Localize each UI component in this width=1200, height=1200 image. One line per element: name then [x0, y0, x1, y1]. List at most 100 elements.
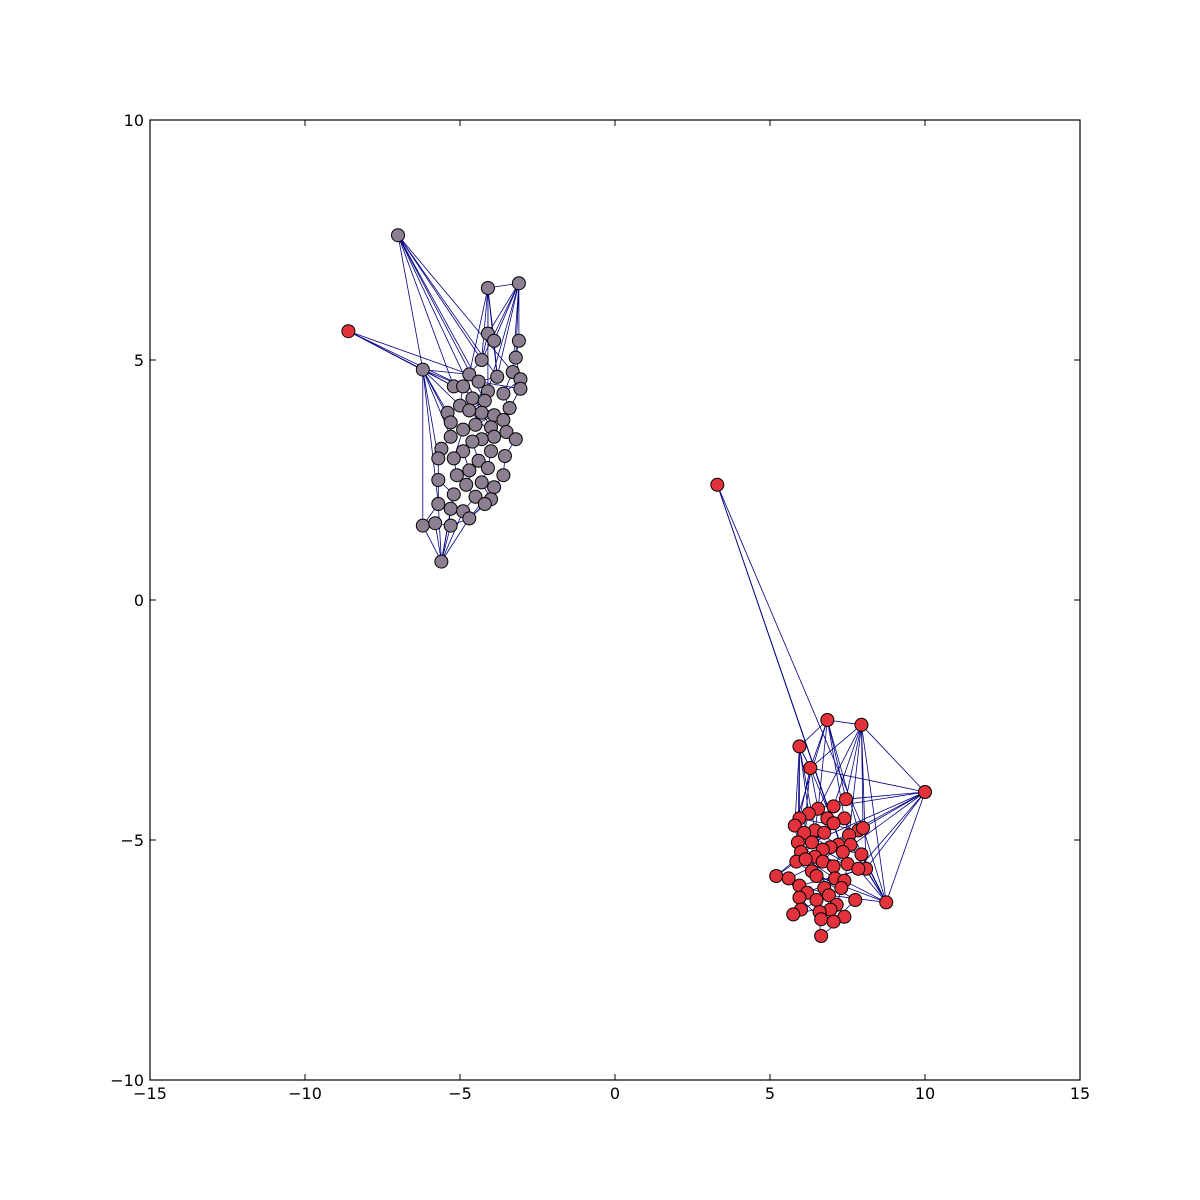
data-point [710, 477, 725, 492]
data-point [462, 367, 477, 382]
nodes-layer [341, 228, 932, 943]
data-point [809, 893, 824, 907]
data-point [820, 713, 835, 727]
data-point [787, 818, 802, 833]
y-tick-label: −5 [120, 831, 144, 850]
graph-edge [794, 746, 800, 826]
data-point [468, 417, 483, 432]
graph-edge [862, 827, 887, 903]
data-point [487, 480, 502, 495]
ticks-layer [149, 119, 1081, 1081]
data-point [391, 228, 405, 243]
graph-edge [422, 369, 470, 375]
data-point [431, 497, 446, 511]
graph-edge [861, 724, 867, 869]
graph-edge [487, 282, 520, 334]
graph-edge [397, 235, 479, 382]
data-point [431, 473, 446, 487]
x-tick-label: 15 [1070, 1084, 1090, 1103]
data-point [415, 518, 430, 533]
data-point [781, 871, 796, 886]
graph-edge [716, 484, 844, 853]
data-point [415, 362, 430, 377]
y-tick-label: 10 [124, 111, 144, 130]
data-point [798, 852, 813, 867]
data-point [496, 413, 511, 427]
data-point [462, 511, 477, 526]
data-point [856, 821, 870, 835]
data-point [848, 893, 863, 907]
data-point [513, 381, 528, 396]
data-point [511, 333, 526, 348]
data-point [449, 468, 464, 483]
graph-edge [348, 330, 470, 375]
graph-edge [437, 503, 442, 562]
graph-edge [481, 283, 520, 361]
data-point [446, 487, 461, 502]
data-point [477, 497, 492, 511]
data-point [499, 425, 514, 439]
graph-edge [845, 724, 862, 800]
data-point [474, 353, 489, 367]
data-point [508, 432, 523, 447]
graph-edge [481, 287, 489, 361]
data-point [456, 379, 471, 394]
data-point [769, 869, 784, 883]
data-point [496, 468, 511, 483]
graph-edge [833, 724, 862, 807]
data-point [814, 929, 829, 943]
data-point [508, 350, 523, 365]
x-tick-label: 10 [915, 1084, 935, 1103]
data-point [484, 444, 498, 459]
data-point [471, 374, 486, 389]
data-point [474, 405, 489, 420]
graph-edge [478, 381, 521, 390]
data-point [480, 281, 495, 295]
data-point [341, 324, 356, 339]
data-point [490, 369, 505, 384]
data-point [851, 861, 866, 876]
x-tick-label: −10 [288, 1084, 322, 1103]
data-point [826, 799, 841, 814]
y-tick-label: −10 [110, 1071, 144, 1090]
data-point [803, 761, 818, 775]
graph-edge [441, 518, 470, 562]
data-point [496, 386, 511, 401]
graph-edge [397, 234, 514, 373]
graph-edge [810, 767, 926, 793]
data-point [443, 429, 458, 444]
data-point [918, 785, 932, 799]
data-point [465, 434, 480, 449]
data-point [854, 717, 869, 732]
data-point [480, 461, 495, 475]
data-point [468, 489, 483, 504]
data-point [471, 453, 486, 468]
graph-edge [468, 287, 489, 375]
data-point [804, 835, 819, 850]
graph-edge [496, 283, 520, 377]
data-point [854, 847, 869, 862]
data-point [459, 477, 474, 492]
data-point [477, 393, 492, 408]
data-point [879, 895, 894, 910]
graph-edge [817, 719, 828, 809]
data-point [443, 415, 458, 430]
data-point [487, 429, 502, 444]
data-point [446, 451, 461, 466]
x-tick-label: 0 [610, 1084, 620, 1103]
data-point [431, 451, 446, 466]
graph-edge [865, 791, 926, 870]
graph-edge [845, 791, 926, 800]
data-point [462, 463, 477, 478]
data-point [428, 516, 443, 531]
graph-edge [397, 235, 424, 370]
graph-edge [861, 724, 887, 903]
data-point [814, 912, 829, 927]
graph-edge [397, 235, 455, 387]
graph-edge [422, 369, 461, 406]
data-point [502, 401, 517, 415]
data-point [826, 816, 841, 831]
data-point [443, 518, 458, 533]
